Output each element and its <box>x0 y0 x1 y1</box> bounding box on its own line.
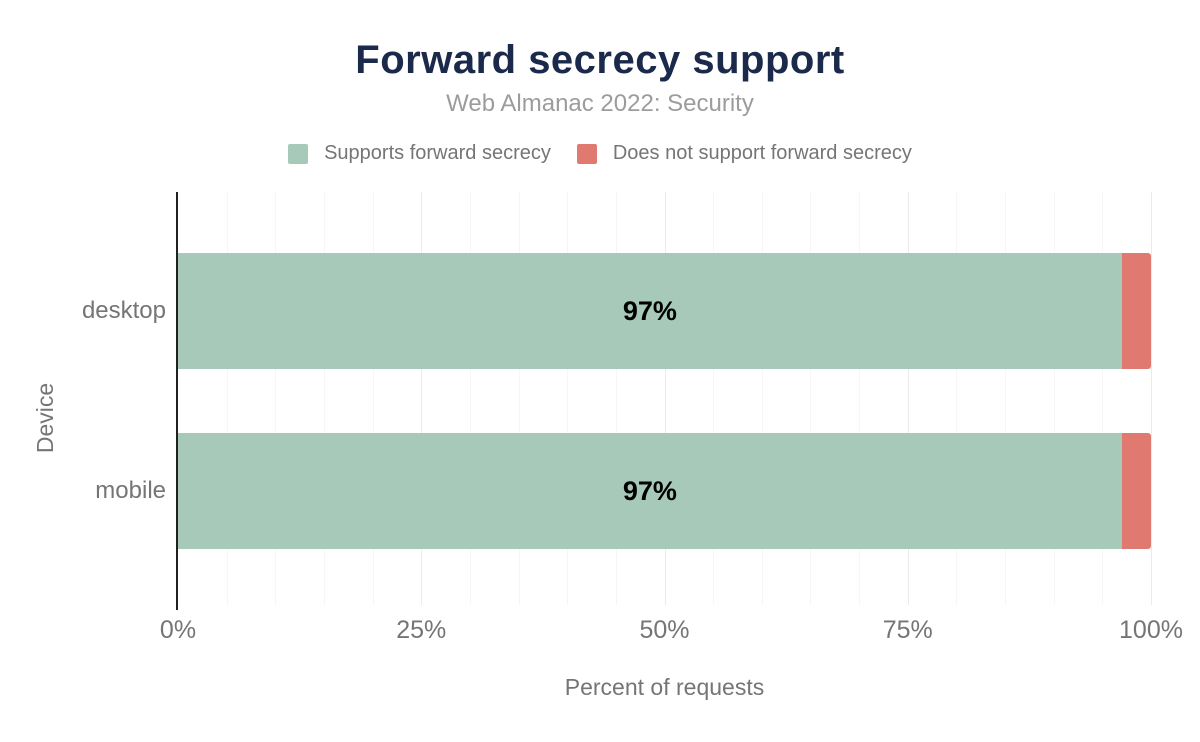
minor-gridline <box>323 192 325 605</box>
legend-swatch-icon <box>288 143 309 164</box>
minor-gridline <box>810 192 812 605</box>
x-axis-title: Percent of requests <box>564 674 765 700</box>
legend-item: Does not support forward secrecy <box>576 142 912 165</box>
category-label-mobile: mobile <box>95 477 166 504</box>
bar-segment-desktop-supports: 97% <box>178 253 1122 369</box>
y-axis-title: Device <box>32 382 58 454</box>
legend-label: Does not support forward secrecy <box>612 142 912 164</box>
bar-row-desktop: 97% <box>178 253 1151 369</box>
x-tick-label: 25% <box>396 616 447 644</box>
minor-gridline <box>469 192 471 605</box>
minor-gridline <box>615 192 617 605</box>
y-axis-line <box>176 192 178 610</box>
x-tick-label: 75% <box>882 616 933 644</box>
legend: Supports forward secrecy Does not support… <box>0 142 1200 165</box>
minor-gridline <box>567 192 569 605</box>
plot-area: 97% 97% desktop mobile 0% 25% 50% 75% 100% Per… <box>32 192 1183 700</box>
bar-value-label: 97% <box>622 295 677 326</box>
legend-item: Supports forward secrecy <box>288 142 551 165</box>
bar-segment-mobile-supports: 97% <box>178 433 1122 549</box>
x-tick-label: 0% <box>159 616 197 644</box>
major-gridline <box>664 192 666 605</box>
minor-gridline <box>859 192 861 605</box>
minor-gridline <box>713 192 715 605</box>
bar-segment-mobile-not-supports <box>1121 433 1151 549</box>
minor-gridline <box>761 192 763 605</box>
minor-gridline <box>1102 192 1104 605</box>
minor-gridline <box>275 192 277 605</box>
minor-gridline <box>1005 192 1007 605</box>
major-gridline <box>421 192 423 605</box>
minor-gridline <box>372 192 374 605</box>
chart-title: Forward secrecy support <box>355 38 845 82</box>
category-label-desktop: desktop <box>81 297 166 324</box>
bar-segment-desktop-not-supports <box>1121 253 1151 369</box>
bar-value-label: 97% <box>622 475 677 506</box>
major-gridline <box>1151 192 1152 605</box>
bar-row-mobile: 97% <box>178 433 1151 549</box>
chart-subtitle: Web Almanac 2022: Security <box>446 90 754 117</box>
x-tick-label: 50% <box>639 616 690 644</box>
legend-swatch-icon <box>576 143 597 164</box>
x-tick-label: 100% <box>1119 616 1183 644</box>
major-gridline <box>907 192 909 605</box>
legend-label: Supports forward secrecy <box>324 142 551 164</box>
minor-gridline <box>956 192 958 605</box>
minor-gridline <box>1053 192 1055 605</box>
minor-gridline <box>226 192 228 605</box>
minor-gridline <box>518 192 520 605</box>
